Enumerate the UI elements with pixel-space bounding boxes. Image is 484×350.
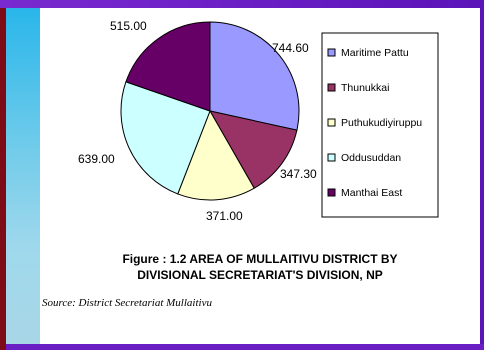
data-label-maritime-pattu: 744.60 — [272, 41, 309, 55]
legend-box — [321, 32, 439, 218]
data-label-thunukkai: 347.30 — [280, 167, 317, 181]
legend-swatch-oddusuddan — [327, 153, 336, 162]
left-decorative-strip — [6, 8, 40, 350]
legend-swatch-thunukkai — [327, 83, 336, 92]
pie-slice-oddusuddan — [120, 81, 211, 195]
legend-label-thunukkai: Thunukkai — [341, 82, 389, 94]
pie-slice-maritime-pattu — [209, 21, 300, 131]
left-red-border — [0, 8, 6, 350]
pie-slice-manthai-east — [125, 21, 211, 112]
data-label-puthukudiyiruppu: 371.00 — [206, 209, 243, 223]
right-border — [480, 8, 484, 350]
pie-slice-puthukudiyiruppu — [177, 109, 255, 201]
legend-label-puthukudiyiruppu: Puthukudiyiruppu — [341, 117, 422, 129]
legend-swatch-puthukudiyiruppu — [327, 118, 336, 127]
legend-label-maritime-pattu: Maritime Pattu — [341, 47, 409, 59]
legend-swatch-manthai-east — [327, 188, 336, 197]
legend: Maritime Pattu Thunukkai Puthukudiyiruppu O… — [321, 32, 439, 218]
legend-label-oddusuddan: Oddusuddan — [341, 152, 401, 164]
bottom-border — [6, 344, 484, 350]
source-note: Source: District Secretariat Mullaitivu — [42, 297, 212, 309]
pie-chart: 744.60 347.30 371.00 639.00 515.00 Maritime P… — [78, 19, 439, 223]
pie-slice-thunukkai — [209, 110, 298, 189]
data-label-oddusuddan: 639.00 — [78, 152, 115, 166]
figure-caption-line2: DIVISIONAL SECRETARIAT'S DIVISION, NP — [137, 268, 383, 282]
top-border — [0, 0, 484, 8]
figure-caption-line1: Figure : 1.2 AREA OF MULLAITIVU DISTRICT… — [122, 252, 398, 266]
legend-label-manthai-east: Manthai East — [341, 187, 402, 199]
legend-swatch-maritime-pattu — [327, 48, 336, 57]
data-label-manthai-east: 515.00 — [110, 19, 147, 33]
